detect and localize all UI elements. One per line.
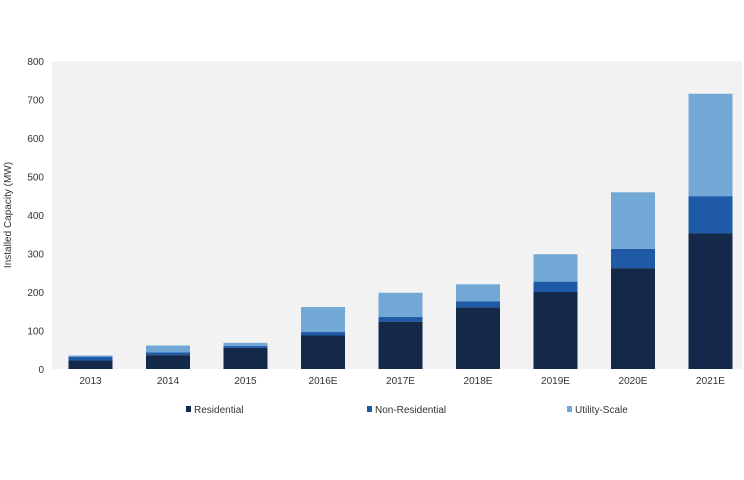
- x-tick-label-2018e: 2018E: [464, 376, 493, 387]
- bar-residential-2020e: [611, 268, 655, 369]
- bar-non-residential-2014: [146, 352, 190, 356]
- x-axis-ticks: 2013 2014 2015 2016E 2017E 2018E 2019E 2020E 202…: [79, 376, 725, 387]
- bar-utility-scale-2021e: [688, 93, 733, 197]
- x-tick-label-2021e: 2021E: [696, 376, 725, 387]
- x-tick-label-2020e: 2020E: [619, 376, 648, 387]
- y-tick-label-800: 800: [27, 57, 44, 68]
- bar-non-residential-2016e: [301, 332, 345, 336]
- y-tick-label-0: 0: [38, 365, 44, 376]
- bar-utility-scale-2020e: [611, 192, 655, 249]
- y-tick-label-300: 300: [27, 250, 44, 261]
- bar-residential-2018e: [456, 307, 500, 369]
- legend-swatch-non-residential: [367, 406, 372, 412]
- bar-non-residential-2017e: [378, 317, 423, 322]
- bar-utility-scale-2018e: [456, 284, 500, 302]
- y-axis-label: Installed Capacity (MW): [3, 162, 14, 268]
- x-tick-label-2013: 2013: [79, 376, 102, 387]
- bar-residential-2015: [223, 347, 268, 369]
- bar-utility-scale-2014: [146, 345, 190, 353]
- bar-residential-2019e: [533, 292, 578, 369]
- bar-non-residential-2013: [68, 356, 113, 361]
- bar-residential-2017e: [378, 321, 423, 369]
- legend-label-non-residential: Non-Residential: [375, 405, 446, 416]
- bar-non-residential-2018e: [456, 301, 500, 308]
- bar-residential-2021e: [688, 233, 733, 369]
- y-tick-label-700: 700: [27, 96, 44, 107]
- legend-label-utility-scale: Utility-Scale: [575, 405, 628, 416]
- y-tick-label-100: 100: [27, 327, 44, 338]
- x-tick-label-2015: 2015: [234, 376, 257, 387]
- bar-utility-scale-2017e: [378, 292, 423, 318]
- y-tick-label-500: 500: [27, 173, 44, 184]
- bar-utility-scale-2019e: [533, 254, 578, 282]
- bar-non-residential-2021e: [688, 196, 733, 234]
- bar-residential-2016e: [301, 335, 345, 369]
- x-tick-label-2016e: 2016E: [309, 376, 338, 387]
- y-tick-label-600: 600: [27, 134, 44, 145]
- bar-non-residential-2019e: [533, 281, 578, 292]
- bar-utility-scale-2015: [223, 342, 268, 346]
- bars: [68, 93, 733, 369]
- x-tick-label-2014: 2014: [157, 376, 180, 387]
- bar-non-residential-2015: [223, 345, 268, 348]
- bar-residential-2014: [146, 355, 190, 369]
- bar-utility-scale-2013: [68, 355, 113, 357]
- y-tick-label-200: 200: [27, 288, 44, 299]
- legend-swatch-utility-scale: [567, 406, 572, 412]
- legend: Residential Non-Residential Utility-Scale: [186, 405, 628, 416]
- bar-residential-2013: [68, 360, 113, 369]
- x-tick-label-2017e: 2017E: [386, 376, 415, 387]
- bar-utility-scale-2016e: [301, 307, 345, 333]
- y-axis-ticks: 0 100 200 300 400 500 600 700 800: [27, 57, 44, 376]
- bar-non-residential-2020e: [611, 248, 655, 269]
- y-tick-label-400: 400: [27, 211, 44, 222]
- x-tick-label-2019e: 2019E: [541, 376, 570, 387]
- legend-swatch-residential: [186, 406, 191, 412]
- legend-label-residential: Residential: [194, 405, 243, 416]
